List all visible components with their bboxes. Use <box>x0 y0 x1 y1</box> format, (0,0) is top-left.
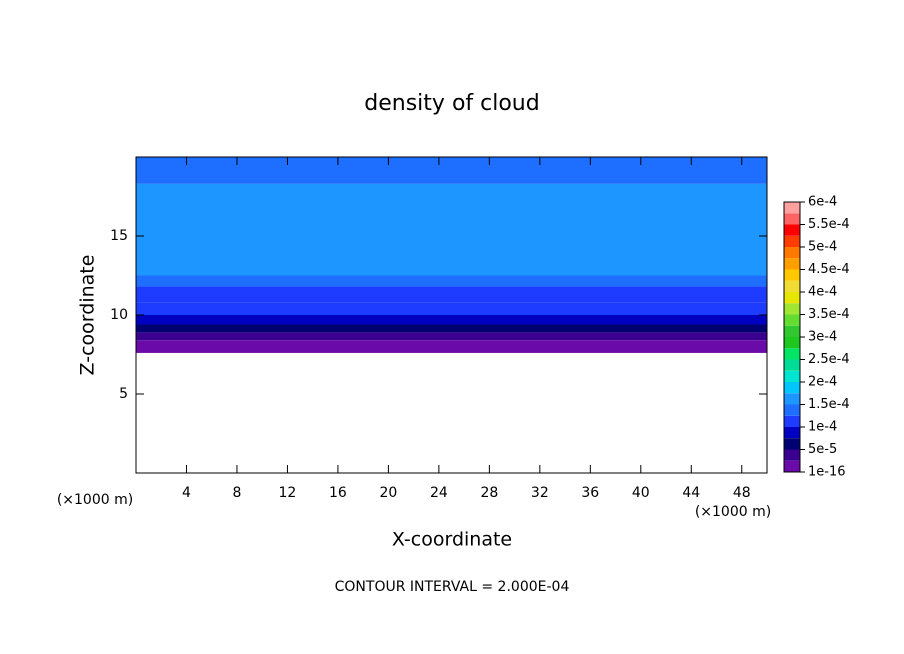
colorbar-swatch <box>784 370 800 382</box>
contour-band <box>136 157 767 184</box>
chart-title: density of cloud <box>364 91 539 116</box>
colorbar-swatch <box>784 269 800 281</box>
contour-band <box>136 340 767 353</box>
colorbar-swatch <box>784 438 800 450</box>
colorbar-swatch <box>784 415 800 427</box>
colorbar-swatch <box>784 359 800 371</box>
contour-band <box>136 275 767 287</box>
colorbar-tick-label: 4e-4 <box>808 285 837 300</box>
x-tick-label: 28 <box>480 485 498 501</box>
x-tick-label: 36 <box>581 485 599 501</box>
colorbar-tick-label: 4.5e-4 <box>808 262 850 277</box>
colorbar-swatch <box>784 247 800 259</box>
x-tick-label: 16 <box>329 485 347 501</box>
colorbar-swatch <box>784 325 800 337</box>
x-tick-label: 32 <box>531 485 549 501</box>
contour-band <box>136 315 767 325</box>
colorbar-swatch <box>784 202 800 214</box>
colorbar-swatch <box>784 460 800 472</box>
x-tick-label: 24 <box>430 485 448 501</box>
x-tick-label: 4 <box>182 485 191 501</box>
colorbar-swatch <box>784 235 800 247</box>
colorbar-tick-label: 3e-4 <box>808 330 837 345</box>
colorbar-swatch <box>784 382 800 394</box>
colorbar-swatch <box>784 303 800 315</box>
colorbar-swatch <box>784 258 800 270</box>
contour-band <box>136 286 767 303</box>
x-axis-label: X-coordinate <box>392 529 512 551</box>
x-unit-label: (×1000 m) <box>695 504 771 520</box>
contour-band <box>136 332 767 341</box>
colorbar-tick-label: 6e-4 <box>808 195 837 210</box>
x-tick-label: 40 <box>632 485 650 501</box>
y-unit-label: (×1000 m) <box>57 492 133 508</box>
colorbar-tick-label: 1e-4 <box>808 420 837 435</box>
x-tick-label: 20 <box>379 485 397 501</box>
colorbar-swatch <box>784 314 800 326</box>
colorbar-swatch <box>784 449 800 461</box>
colorbar-swatch <box>784 427 800 439</box>
colorbar-swatch <box>784 224 800 236</box>
contour-interval-note: CONTOUR INTERVAL = 2.000E-04 <box>335 579 570 595</box>
colorbar-swatch <box>784 404 800 416</box>
colorbar-swatch <box>784 337 800 349</box>
colorbar-tick-label: 5e-4 <box>808 240 837 255</box>
colorbar-tick-label: 2e-4 <box>808 375 837 390</box>
colorbar-swatch <box>784 292 800 304</box>
colorbar-tick-label: 5.5e-4 <box>808 217 850 232</box>
colorbar-tick-label: 5e-5 <box>808 442 837 457</box>
colorbar-tick-label: 1.5e-4 <box>808 397 850 412</box>
colorbar-tick-label: 1e-16 <box>808 465 846 480</box>
contour-band <box>136 302 767 315</box>
x-tick-label: 12 <box>279 485 297 501</box>
y-tick-label: 15 <box>110 228 128 244</box>
y-tick-label: 10 <box>110 307 128 323</box>
colorbar-swatch <box>784 393 800 405</box>
y-tick-label: 5 <box>119 386 128 402</box>
colorbar-tick-label: 3.5e-4 <box>808 307 850 322</box>
contour-band <box>136 183 767 276</box>
y-axis-label: Z-coordinate <box>77 255 99 376</box>
colorbar-swatch <box>784 213 800 225</box>
x-tick-label: 8 <box>232 485 241 501</box>
colorbar-tick-label: 2.5e-4 <box>808 352 850 367</box>
x-tick-label: 44 <box>682 485 700 501</box>
x-tick-label: 48 <box>733 485 751 501</box>
colorbar-swatch <box>784 348 800 360</box>
colorbar-swatch <box>784 280 800 292</box>
contour-band <box>136 324 767 333</box>
